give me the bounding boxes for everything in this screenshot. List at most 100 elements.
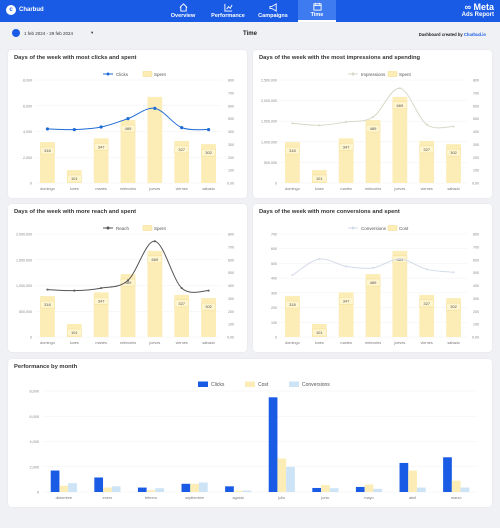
bar-clicks [94,477,104,492]
x-tick-label: miércoles [120,187,136,191]
x-tick-label: miércoles [365,341,381,345]
chart-title: Performance by month [14,364,78,370]
y-left-tick-label: 500,000 [19,310,32,314]
legend-line-label: Clicks [116,72,129,77]
y-right-tick-label: 500 [473,117,479,121]
legend-label: Cost [258,382,269,388]
bar-spent [120,120,136,183]
data-label-box [147,255,163,264]
nav-time[interactable]: Time [298,0,336,22]
bar-conversions [329,488,339,492]
data-label: 327 [178,147,185,152]
line-point [371,115,375,119]
y-left-tick-label: 2,000 [23,156,32,160]
chart-card-conversions-cost: Days of the week with more conversions a… [253,204,492,352]
bar-conversions [373,488,383,492]
line-point [153,106,157,110]
megaphone-icon [268,3,277,12]
x-tick-label: diciembre [56,496,72,500]
legend-swatch [245,381,255,387]
data-label-box [419,145,434,154]
y-left-tick-label: 0 [30,336,32,340]
y-left-tick-label: 6,000 [23,104,32,108]
bar-cost [277,458,287,492]
x-tick-label: jueves [393,187,405,191]
x-tick-label: viernes [421,341,433,345]
y-tick-label: 0 [37,491,39,495]
data-label-box [365,278,381,287]
bar-cost [233,490,243,492]
y-left-tick-label: 8,000 [23,79,32,83]
line-point [180,286,183,290]
y-right-tick-label: 400 [228,284,234,288]
top-navigation-bar: c Charbud Overview Performance Campaigns… [0,0,500,22]
y-right-tick-label: 100 [473,323,479,327]
x-tick-label: domingo [285,187,300,191]
x-tick-label: viernes [176,341,188,345]
x-tick-label: jueves [148,341,160,345]
y-left-tick-label: 500,000 [264,161,277,165]
data-label-box [285,300,300,309]
y-right-tick-label: 300 [228,297,234,301]
data-label: 318 [44,302,51,307]
data-label: 302 [450,150,457,155]
bar-clicks [399,462,409,492]
date-range-picker[interactable]: 1 feb 2024 - 29 feb 2024 ▾ [12,29,93,37]
x-tick-label: martes [340,187,352,191]
data-label: 302 [205,304,212,309]
nav-campaigns[interactable]: Campaigns [254,0,292,22]
y-tick-label: 2,000 [29,465,39,469]
nav-overview-label: Overview [170,13,196,19]
nav-performance[interactable]: Performance [208,0,248,22]
x-tick-label: sábado [202,187,214,191]
bar-spent [147,250,163,337]
x-tick-label: viernes [176,187,188,191]
bar-spent [392,96,408,183]
nav-campaigns-label: Campaigns [258,13,288,19]
legend-line-marker [351,72,355,76]
y-right-tick-label: 700 [228,245,234,249]
x-tick-label: lunes [315,341,324,345]
data-label: 327 [178,301,185,306]
data-label: 489 [125,126,132,131]
page-title: Time [243,31,257,37]
meta-ads-report-brand: ∞ Meta Ads Report [462,2,494,18]
data-label-box [120,124,136,133]
x-tick-label: martes [95,187,107,191]
charbud-logo-icon: c [6,5,16,15]
legend-line-marker [106,226,110,230]
y-tick-label: 8,000 [29,390,39,394]
line-point [425,268,428,271]
bar-conversions [111,486,121,492]
bar-cost [190,483,199,492]
bar-conversions [416,487,426,492]
data-label: 101 [71,176,78,181]
charbud-logo[interactable]: c Charbud [6,5,44,15]
bar-cost [146,490,156,492]
y-left-tick-label: 400 [271,277,277,281]
x-tick-label: domingo [285,341,300,345]
x-tick-label: julio [277,496,285,500]
x-tick-label: martes [340,341,352,345]
y-left-tick-label: 0 [275,182,277,186]
bar-cost [321,485,330,492]
y-left-tick-label: 1,500,000 [16,258,32,262]
data-label: 302 [205,150,212,155]
y-tick-label: 6,000 [29,415,39,419]
y-right-tick-label: 600 [473,104,479,108]
credit-link[interactable]: Charbud.io [463,32,486,37]
nav-overview[interactable]: Overview [168,0,198,22]
y-right-tick-label: 500 [228,117,234,121]
chart-title: Days of the week with more reach and spe… [14,209,137,215]
y-left-tick-label: 600 [271,247,277,251]
sub-header: 1 feb 2024 - 29 feb 2024 ▾ Time Dashboar… [0,26,500,44]
y-left-tick-label: 2,000,000 [16,233,32,237]
data-label-box [120,278,136,287]
y-right-tick-label: 600 [228,104,234,108]
bar-conversions [286,466,295,492]
chart-card-clicks-spent: Days of the week with most clicks and sp… [8,50,247,198]
dashboard-credit: Dashboard created by Charbud.io [419,32,486,37]
y-right-tick-label: 200 [473,310,479,314]
x-tick-label: jueves [148,187,160,191]
logo-text: Charbud [19,7,44,13]
